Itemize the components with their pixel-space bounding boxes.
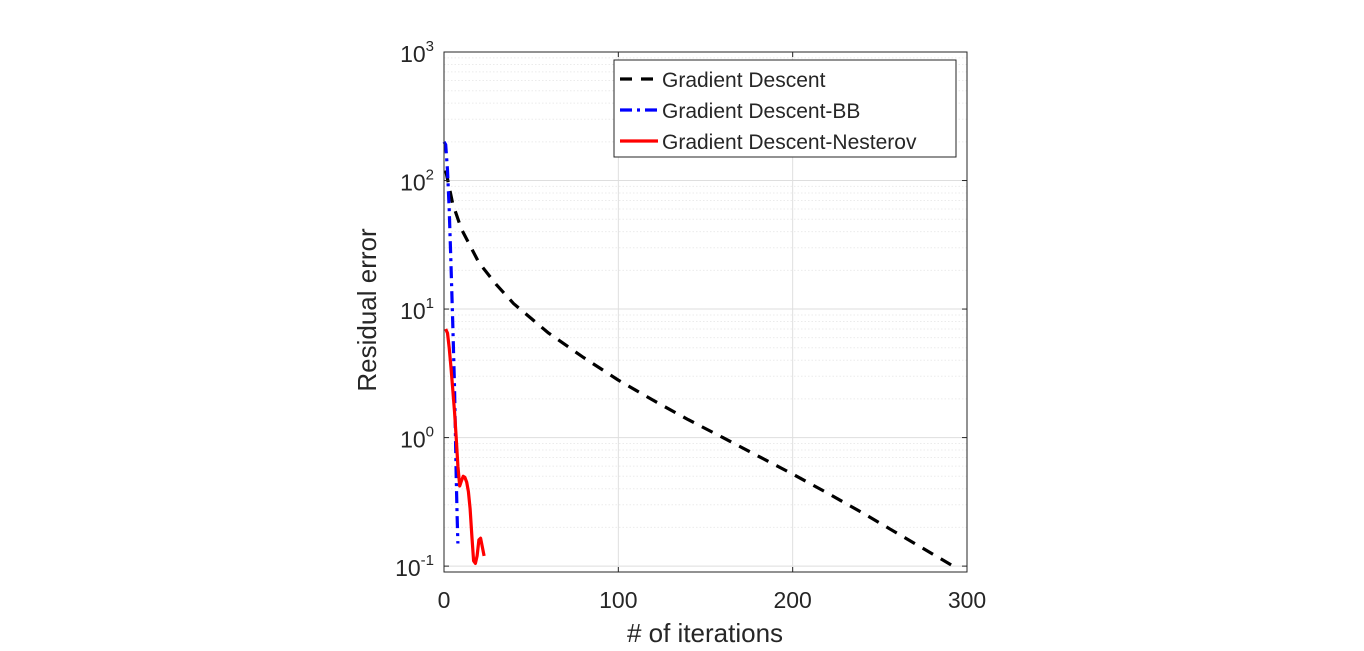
legend-label-1: Gradient Descent-BB xyxy=(662,100,860,123)
x-tick-label: 0 xyxy=(438,587,451,613)
series-line-0 xyxy=(444,170,954,568)
y-tick-labels: 10-1 100 101 102 103 xyxy=(395,38,434,581)
plot-frame xyxy=(443,51,968,573)
y-tick-label: 10-1 xyxy=(395,552,434,581)
x-tick-label: 200 xyxy=(773,587,811,613)
x-tick-label: 100 xyxy=(599,587,637,613)
y-axis-label: Residual error xyxy=(352,228,382,392)
tick-marks xyxy=(443,51,968,572)
series-layer xyxy=(442,140,954,568)
x-tick-labels: 0 100 200 300 xyxy=(438,587,987,613)
legend-label-0: Gradient Descent xyxy=(662,69,826,92)
x-axis-label: # of iterations xyxy=(627,618,783,648)
legend: Gradient Descent Gradient Descent-BB Gradi… xyxy=(613,59,957,158)
y-tick-label: 100 xyxy=(400,424,434,453)
x-tick-label: 300 xyxy=(948,587,986,613)
major-grid xyxy=(444,52,967,572)
legend-label-2: Gradient Descent-Nesterov xyxy=(662,131,917,154)
y-tick-label: 101 xyxy=(400,295,434,324)
legend-box xyxy=(613,59,957,158)
y-tick-label: 102 xyxy=(400,167,434,196)
series-line-1 xyxy=(442,140,460,544)
series-line-2 xyxy=(444,328,486,566)
y-tick-label: 103 xyxy=(400,38,434,67)
